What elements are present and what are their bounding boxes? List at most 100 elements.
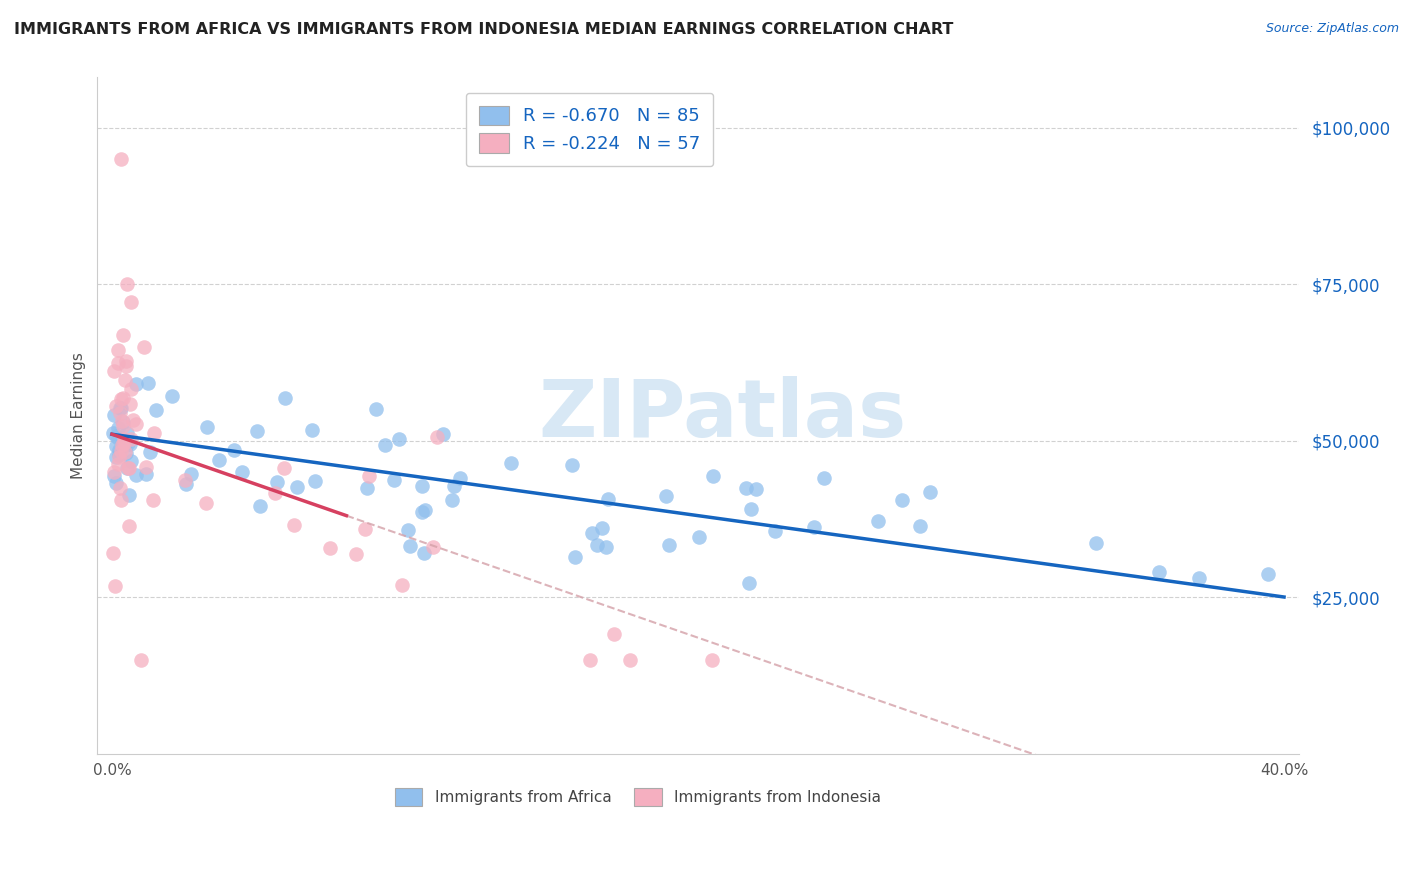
Point	[145, 402, 167, 417]
Point	[586, 537, 609, 551]
Point	[443, 479, 465, 493]
Point	[115, 277, 138, 291]
Point	[432, 426, 454, 441]
Point	[195, 420, 218, 434]
Point	[110, 401, 132, 415]
Point	[763, 524, 786, 538]
Point	[174, 476, 197, 491]
Point	[581, 526, 603, 541]
Point	[118, 488, 141, 502]
Point	[115, 426, 138, 441]
Point	[231, 465, 253, 479]
Point	[108, 443, 131, 458]
Point	[564, 549, 586, 564]
Point	[354, 522, 377, 536]
Point	[619, 652, 641, 666]
Point	[117, 435, 139, 450]
Point	[319, 541, 342, 556]
Point	[382, 473, 405, 487]
Point	[744, 482, 766, 496]
Point	[658, 538, 681, 552]
Point	[396, 523, 419, 537]
Point	[579, 652, 602, 666]
Point	[918, 485, 941, 500]
Point	[110, 392, 132, 407]
Point	[283, 517, 305, 532]
Point	[868, 515, 890, 529]
Point	[107, 448, 129, 462]
Point	[356, 481, 378, 495]
Point	[111, 419, 134, 434]
Point	[274, 391, 297, 405]
Point	[813, 470, 835, 484]
Point	[411, 505, 433, 519]
Point	[112, 436, 135, 450]
Point	[735, 481, 758, 495]
Point	[111, 438, 134, 452]
Point	[143, 426, 166, 441]
Point	[124, 377, 146, 392]
Point	[114, 438, 136, 452]
Point	[595, 540, 617, 554]
Point	[422, 540, 444, 554]
Point	[120, 437, 142, 451]
Point	[1084, 535, 1107, 549]
Text: IMMIGRANTS FROM AFRICA VS IMMIGRANTS FROM INDONESIA MEDIAN EARNINGS CORRELATION : IMMIGRANTS FROM AFRICA VS IMMIGRANTS FRO…	[14, 22, 953, 37]
Point	[346, 547, 368, 561]
Text: ZIPatlas: ZIPatlas	[538, 376, 907, 455]
Point	[105, 450, 128, 465]
Point	[110, 152, 132, 166]
Point	[426, 430, 449, 444]
Point	[138, 376, 160, 391]
Point	[449, 471, 471, 485]
Point	[374, 438, 396, 452]
Point	[104, 579, 127, 593]
Point	[246, 424, 269, 438]
Point	[908, 519, 931, 533]
Point	[413, 546, 436, 560]
Point	[120, 454, 142, 468]
Point	[103, 408, 125, 422]
Point	[740, 502, 762, 516]
Point	[107, 457, 129, 471]
Point	[301, 423, 323, 437]
Point	[114, 434, 136, 448]
Point	[138, 445, 160, 459]
Text: Source: ZipAtlas.com: Source: ZipAtlas.com	[1265, 22, 1399, 36]
Point	[1257, 566, 1279, 581]
Point	[222, 443, 245, 458]
Point	[124, 467, 146, 482]
Point	[115, 359, 138, 373]
Point	[413, 502, 436, 516]
Point	[174, 474, 197, 488]
Point	[266, 475, 288, 490]
Point	[104, 476, 127, 491]
Point	[103, 465, 125, 479]
Point	[108, 450, 131, 464]
Point	[107, 356, 129, 370]
Point	[112, 415, 135, 429]
Point	[105, 429, 128, 443]
Point	[120, 295, 142, 310]
Point	[603, 627, 626, 641]
Point	[596, 491, 619, 506]
Point	[129, 652, 152, 666]
Point	[249, 499, 271, 513]
Point	[125, 417, 148, 431]
Point	[107, 431, 129, 445]
Point	[304, 475, 326, 489]
Point	[108, 406, 131, 420]
Point	[388, 432, 411, 446]
Point	[110, 481, 132, 495]
Point	[1188, 571, 1211, 585]
Point	[561, 458, 583, 473]
Point	[122, 413, 145, 427]
Point	[263, 486, 285, 500]
Point	[104, 400, 127, 414]
Point	[108, 401, 131, 415]
Point	[891, 493, 914, 508]
Point	[107, 421, 129, 435]
Legend: Immigrants from Africa, Immigrants from Indonesia: Immigrants from Africa, Immigrants from …	[387, 780, 889, 814]
Point	[112, 432, 135, 446]
Point	[115, 446, 138, 460]
